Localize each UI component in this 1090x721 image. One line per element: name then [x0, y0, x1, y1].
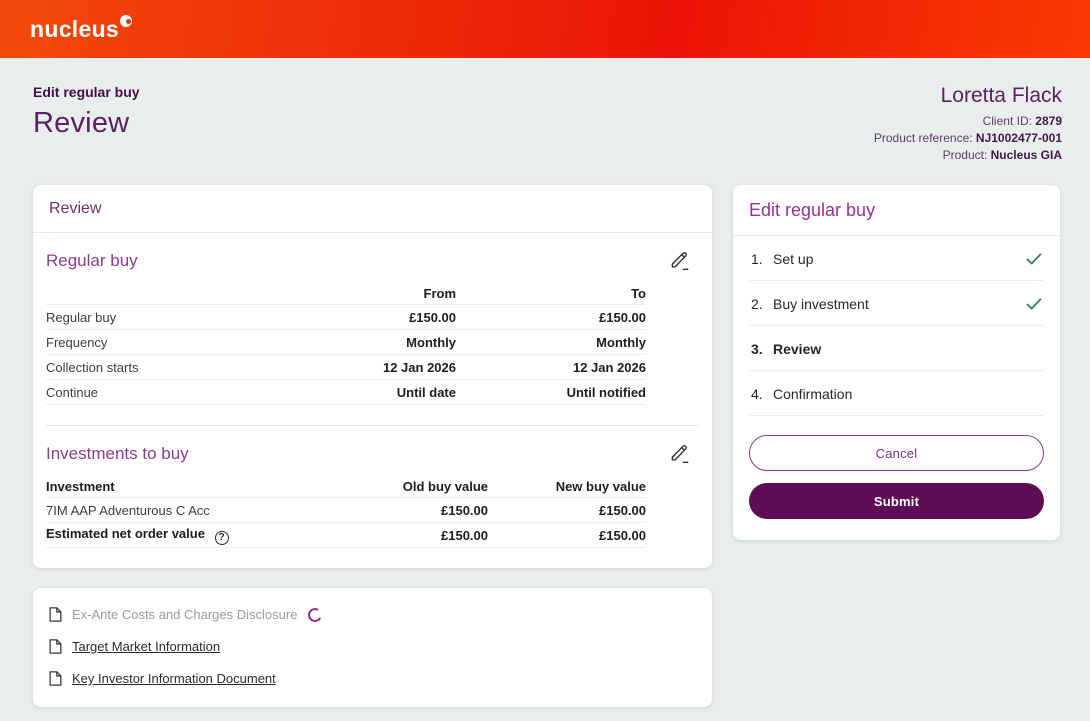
steps-list: 1. Set up 2. Buy investment 3. Review [733, 236, 1060, 416]
row-from-value: Monthly [406, 334, 456, 350]
row-to-value: Until notified [566, 384, 646, 400]
client-id-label: Client ID: [982, 114, 1032, 128]
step-number: 2. [751, 296, 763, 312]
step-label: Set up [773, 251, 814, 267]
product-reference-line: Product reference: NJ1002477-001 [874, 130, 1062, 147]
client-id-line: Client ID: 2879 [874, 113, 1062, 130]
documents-card: Ex-Ante Costs and Charges Disclosure Tar… [33, 588, 712, 707]
product-reference-label: Product reference: [873, 131, 973, 145]
regular-buy-table: From To Regular buy £150.00 £150.00 Freq… [46, 282, 646, 405]
cancel-button[interactable]: Cancel [749, 435, 1044, 471]
step-number: 4. [751, 386, 763, 402]
document-link-ex-ante[interactable]: Ex-Ante Costs and Charges Disclosure [72, 607, 298, 622]
table-header-row: From To [46, 282, 646, 305]
step-buy-investment[interactable]: 2. Buy investment [749, 281, 1044, 326]
column-header-old-buy-value: Old buy value [402, 478, 488, 494]
edit-investments-button[interactable] [668, 442, 690, 466]
product-line: Product: Nucleus GIA [874, 147, 1062, 164]
document-row: Target Market Information [33, 630, 712, 662]
pencil-icon [669, 445, 690, 467]
steps-card-header: Edit regular buy [733, 185, 1060, 236]
top-navigation-bar: nucleus [0, 0, 1090, 58]
investments-table: Investment Old buy value New buy value 7… [46, 475, 646, 548]
checkmark-icon [1026, 298, 1042, 310]
review-card-title: Review [49, 200, 102, 217]
estimated-net-order-row: Estimated net order value ? £150.00 £150… [46, 523, 646, 548]
document-icon [49, 639, 62, 654]
product-reference-value: NJ1002477-001 [975, 131, 1062, 145]
edit-regular-buy-button[interactable] [668, 249, 690, 273]
row-from-value: 12 Jan 2026 [382, 359, 456, 375]
submit-button[interactable]: Submit [749, 483, 1044, 519]
row-from-value: £150.00 [409, 309, 456, 325]
logo-text: nucleus [30, 16, 120, 42]
row-to-value: 12 Jan 2026 [572, 359, 646, 375]
table-header-row: Investment Old buy value New buy value [46, 475, 646, 498]
checkmark-icon [1026, 253, 1042, 265]
loading-spinner-icon [306, 605, 325, 624]
row-label: Continue [46, 384, 99, 400]
page-header: Edit regular buy Review Loretta Flack Cl… [0, 58, 1090, 185]
steps-card-actions: Cancel Submit [733, 416, 1060, 540]
pencil-icon [669, 252, 690, 274]
row-label: Frequency [46, 334, 108, 350]
step-number: 3. [751, 341, 763, 357]
section-divider [46, 425, 699, 426]
investments-to-buy-section: Investments to buy Investment [33, 426, 712, 568]
step-review[interactable]: 3. Review [749, 326, 1044, 371]
row-from-value: Until date [396, 384, 456, 400]
help-icon[interactable]: ? [214, 530, 229, 545]
table-row: Collection starts 12 Jan 2026 12 Jan 202… [46, 355, 646, 380]
step-label: Review [773, 341, 822, 357]
old-buy-value: £150.00 [441, 502, 488, 518]
client-name: Loretta Flack [940, 84, 1062, 107]
total-old-buy-value: £150.00 [441, 527, 488, 543]
client-summary: Loretta Flack Client ID: 2879 Product re… [874, 84, 1062, 164]
table-row: Regular buy £150.00 £150.00 [46, 305, 646, 330]
step-label: Buy investment [773, 296, 869, 312]
page-heading-block: Edit regular buy Review [33, 84, 140, 164]
regular-buy-section-title: Regular buy [46, 251, 138, 270]
review-card-header: Review [33, 185, 712, 233]
table-row: Frequency Monthly Monthly [46, 330, 646, 355]
document-row: Ex-Ante Costs and Charges Disclosure [33, 598, 712, 630]
regular-buy-section: Regular buy From [33, 233, 712, 409]
step-number: 1. [751, 251, 763, 267]
document-row: Key Investor Information Document [33, 662, 712, 694]
column-header-from: From [423, 285, 457, 301]
page-title: Review [33, 107, 130, 139]
client-id-value: 2879 [1035, 114, 1062, 128]
step-set-up[interactable]: 1. Set up [749, 236, 1044, 281]
breadcrumb: Edit regular buy [33, 84, 140, 100]
investment-name: 7IM AAP Adventurous C Acc [46, 502, 210, 518]
investments-section-title: Investments to buy [46, 444, 189, 463]
document-link-kiid[interactable]: Key Investor Information Document [72, 671, 276, 686]
step-confirmation[interactable]: 4. Confirmation [749, 371, 1044, 416]
document-icon [49, 607, 62, 622]
column-header-new-buy-value: New buy value [555, 478, 646, 494]
table-row: 7IM AAP Adventurous C Acc £150.00 £150.0… [46, 498, 646, 523]
estimated-net-order-label: Estimated net order value [46, 525, 205, 541]
product-label: Product: [942, 148, 988, 162]
document-icon [49, 671, 62, 686]
nucleus-logo[interactable]: nucleus [30, 15, 133, 42]
row-label: Collection starts [46, 359, 139, 375]
row-to-value: £150.00 [599, 309, 646, 325]
review-card: Review Regular buy [33, 185, 712, 568]
step-label: Confirmation [773, 386, 853, 402]
total-new-buy-value: £150.00 [599, 527, 646, 543]
new-buy-value: £150.00 [599, 502, 646, 518]
column-header-to: To [631, 285, 646, 301]
steps-card-title: Edit regular buy [749, 200, 876, 220]
column-header-investment: Investment [46, 478, 115, 494]
edit-regular-buy-steps-card: Edit regular buy 1. Set up 2. Buy invest… [733, 185, 1060, 540]
document-link-target-market[interactable]: Target Market Information [72, 639, 221, 654]
logo-eye-icon [120, 15, 133, 27]
row-label: Regular buy [46, 309, 117, 325]
row-to-value: Monthly [596, 334, 646, 350]
table-row: Continue Until date Until notified [46, 380, 646, 405]
product-value: Nucleus GIA [990, 148, 1062, 162]
